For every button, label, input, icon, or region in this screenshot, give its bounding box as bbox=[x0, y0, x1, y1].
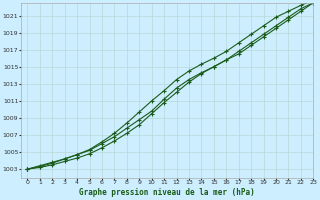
X-axis label: Graphe pression niveau de la mer (hPa): Graphe pression niveau de la mer (hPa) bbox=[79, 188, 255, 197]
